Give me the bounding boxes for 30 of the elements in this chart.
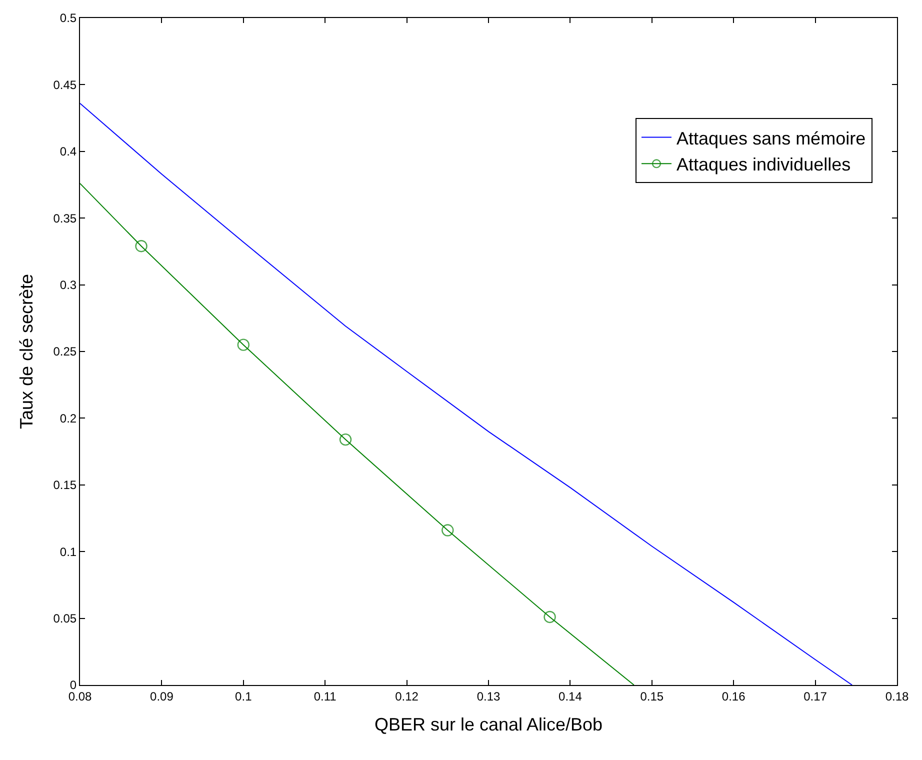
y-axis-title: Taux de clé secrète: [16, 274, 36, 430]
x-tick-label: 0.1: [235, 689, 252, 704]
x-tick-label: 0.13: [476, 689, 500, 704]
x-tick-label: 0.14: [558, 689, 582, 704]
y-tick-label: 0.3: [60, 278, 77, 292]
y-tick-label: 0.05: [53, 612, 77, 626]
y-tick-label: 0.5: [60, 11, 77, 26]
x-tick-label: 0.11: [314, 689, 337, 704]
y-tick-label: 0.1: [60, 544, 77, 559]
x-tick-label: 0.09: [150, 689, 174, 704]
x-tick-label: 0.15: [640, 689, 664, 704]
line-series: [80, 182, 634, 685]
point: [442, 524, 454, 536]
y-tick-label: 0.2: [60, 411, 77, 426]
x-tick-label: 0.12: [395, 689, 419, 704]
point: [544, 610, 556, 624]
y-tick-label: 0.45: [53, 78, 77, 92]
x-axis-title: QBER sur le canal Alice/Bob: [374, 714, 603, 734]
x-tick-label: 0.18: [885, 689, 909, 704]
y-tick-label: 0.4: [60, 144, 77, 159]
y-tick-label: 0.25: [53, 344, 77, 359]
point: [339, 433, 352, 446]
y-tick-label: 0.35: [53, 211, 77, 226]
x-tick-label: 0.16: [722, 689, 746, 704]
point: [135, 240, 148, 252]
y-tick-label: 0.15: [53, 478, 77, 492]
legend-label: Attaques sans mémoire: [676, 128, 866, 148]
point: [237, 338, 250, 351]
legend-label: Attaques individuelles: [676, 154, 851, 175]
x-tick-label: 0.17: [804, 689, 828, 704]
